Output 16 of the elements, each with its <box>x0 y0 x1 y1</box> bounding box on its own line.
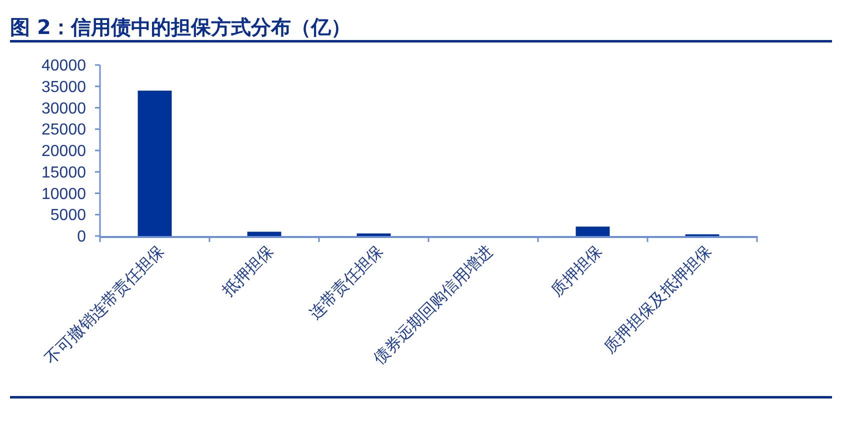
bar <box>138 90 172 236</box>
y-tick-label: 25000 <box>42 122 86 139</box>
x-tick-label: 质押担保 <box>546 241 606 300</box>
x-tick-label: 连带责任担保 <box>305 241 387 323</box>
chart-title: 图 2：信用债中的担保方式分布（亿） <box>10 15 351 39</box>
y-tick-label: 40000 <box>42 58 86 75</box>
y-tick-label: 5000 <box>50 207 86 224</box>
y-tick-label: 35000 <box>42 78 86 96</box>
bar <box>247 232 282 236</box>
y-tick-label: 30000 <box>42 100 86 118</box>
x-tick-label: 抵押担保 <box>218 241 278 301</box>
bar <box>356 233 391 236</box>
y-tick-label: 15000 <box>42 164 86 182</box>
bar <box>576 226 610 236</box>
y-tick-label: 10000 <box>42 186 86 203</box>
y-tick-label: 20000 <box>42 143 86 160</box>
